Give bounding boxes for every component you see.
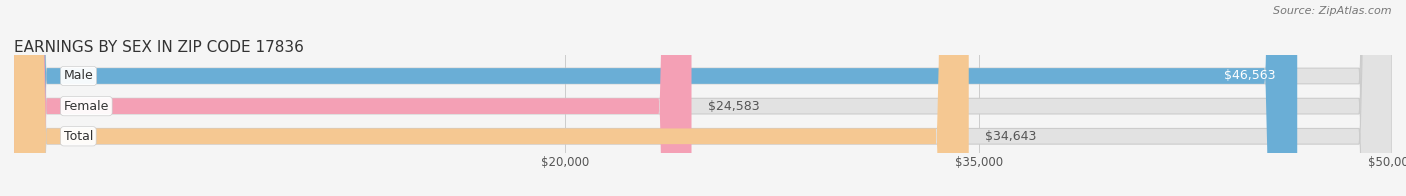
FancyBboxPatch shape — [14, 0, 1298, 196]
FancyBboxPatch shape — [14, 0, 692, 196]
Text: $46,563: $46,563 — [1223, 70, 1275, 83]
Text: Total: Total — [63, 130, 93, 143]
Text: $24,583: $24,583 — [709, 100, 759, 113]
FancyBboxPatch shape — [14, 0, 1392, 196]
FancyBboxPatch shape — [14, 0, 1392, 196]
Text: Male: Male — [63, 70, 93, 83]
Text: $34,643: $34,643 — [986, 130, 1036, 143]
FancyBboxPatch shape — [14, 0, 1392, 196]
Text: EARNINGS BY SEX IN ZIP CODE 17836: EARNINGS BY SEX IN ZIP CODE 17836 — [14, 40, 304, 55]
Text: Source: ZipAtlas.com: Source: ZipAtlas.com — [1274, 6, 1392, 16]
FancyBboxPatch shape — [14, 0, 969, 196]
Text: Female: Female — [63, 100, 110, 113]
